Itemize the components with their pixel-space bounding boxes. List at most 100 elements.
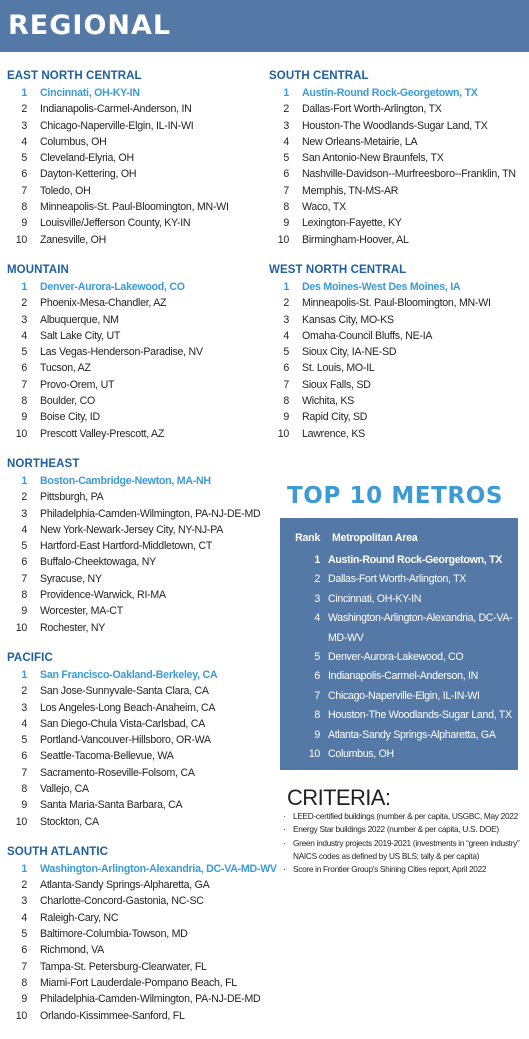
metro-name: Washington-Arlington-Alexandria, DC-VA-M… — [40, 862, 277, 875]
metro-name: Wichita, KS — [302, 395, 354, 408]
list-item: 10 Rochester, NY — [7, 620, 269, 636]
rank-number: 8 — [314, 709, 320, 722]
metro-name: Worcester, MA-CT — [40, 605, 123, 618]
list-item: 1 Denver-Aurora-Lakewood, CO — [7, 279, 269, 295]
list-item: 5 Sioux City, IA-NE-SD — [269, 344, 529, 360]
region-east-north-central: EAST NORTH CENTRAL 1 Cincinnati, OH-KY-IN… — [7, 69, 269, 248]
list-item: 2 San Jose-Sunnyvale-Santa Clara, CA — [7, 683, 269, 699]
metro-name: Minneapolis-St. Paul-Bloomington, MN-WI — [302, 297, 491, 310]
rank-number: 8 — [21, 589, 27, 602]
rank-number: 9 — [21, 799, 27, 812]
list-item: 3 Albuquerque, NM — [7, 312, 269, 328]
metro-name: Provo-Orem, UT — [40, 378, 115, 391]
list-item: 4 Omaha-Council Bluffs, NE-IA — [269, 328, 529, 344]
rank-number: 3 — [21, 119, 27, 132]
metro-name: Zanesville, OH — [40, 233, 106, 246]
rank-number: 6 — [283, 362, 289, 375]
metro-name: Salt Lake City, UT — [40, 329, 121, 342]
rank-number: 6 — [21, 168, 27, 181]
metro-name: Tampa-St. Petersburg-Clearwater, FL — [40, 960, 207, 973]
metro-name: Portland-Vancouver-Hillsboro, OR-WA — [40, 734, 211, 747]
metro-name: San Diego-Chula Vista-Carlsbad, CA — [40, 717, 206, 730]
table-row: 5 Denver-Aurora-Lakewood, CO — [280, 648, 518, 667]
region-title: EAST NORTH CENTRAL — [7, 70, 142, 82]
list-item: 4 Columbus, OH — [7, 134, 269, 150]
metro-name: Birmingham-Hoover, AL — [302, 233, 409, 246]
region-title: SOUTH CENTRAL — [269, 70, 369, 82]
rank-number: 10 — [308, 748, 320, 761]
metro-name: Rochester, NY — [40, 621, 106, 634]
rank-list: 1 Boston-Cambridge-Newton, MA-NH 2 Pittsbur… — [7, 473, 269, 636]
list-item: 4 New York-Newark-Jersey City, NY-NJ-PA — [7, 522, 269, 538]
list-item: 2 Atlanta-Sandy Springs-Alpharetta, GA — [7, 877, 269, 893]
rank-number: 10 — [277, 233, 290, 246]
list-item: 3 Chicago-Naperville-Elgin, IL-IN-WI — [7, 118, 269, 134]
list-item: 1 Austin-Round Rock-Georgetown, TX — [269, 85, 529, 101]
metro-name: Pittsburgh, PA — [40, 491, 104, 504]
metro-name: Orlando-Kissimmee-Sanford, FL — [40, 1009, 185, 1022]
rank-list: 1 Des Moines-West Des Moines, IA 2 Minneapo… — [269, 279, 529, 442]
metro-name: Cincinnati, OH-KY-IN — [40, 87, 140, 99]
rank-number: 5 — [21, 928, 27, 941]
metro-name: San Jose-Sunnyvale-Santa Clara, CA — [40, 685, 209, 698]
list-item: 7 Sioux Falls, SD — [269, 377, 529, 393]
table-row: 8 Houston-The Woodlands-Sugar Land, TX — [280, 706, 518, 725]
rank-list: 1 Denver-Aurora-Lakewood, CO 2 Phoenix-Mesa… — [7, 279, 269, 442]
list-item: 1 Des Moines-West Des Moines, IA — [269, 279, 529, 295]
list-item: 10 Prescott Valley-Prescott, AZ — [7, 426, 269, 442]
rank-number: 9 — [283, 411, 289, 424]
metro-name: Denver-Aurora-Lakewood, CO — [40, 280, 185, 293]
list-item: 6 St. Louis, MO-IL — [269, 360, 529, 376]
list-item: 4 Salt Lake City, UT — [7, 328, 269, 344]
list-item: 7 Provo-Orem, UT — [7, 377, 269, 393]
list-item: 5 Las Vegas-Henderson-Paradise, NV — [7, 344, 269, 360]
metro-name: Omaha-Council Bluffs, NE-IA — [302, 329, 433, 342]
rank-number: 6 — [21, 750, 27, 763]
rank-number: 5 — [21, 734, 27, 747]
rank-number: 7 — [21, 766, 27, 779]
list-item: 8 Wichita, KS — [269, 393, 529, 409]
metro-name: Minneapolis-St. Paul-Bloomington, MN-WI — [40, 201, 229, 214]
rank-number: 10 — [15, 1009, 28, 1022]
rank-number: 1 — [21, 668, 27, 681]
metro-name: San Francisco-Oakland-Berkeley, CA — [40, 668, 218, 681]
rank-number: 9 — [21, 605, 27, 618]
rank-number: 7 — [283, 378, 289, 391]
metro-name: Vallejo, CA — [40, 782, 89, 795]
metro-name: Miami-Fort Lauderdale-Pompano Beach, FL — [40, 976, 237, 989]
region-west-north-central: WEST NORTH CENTRAL 1 Des Moines-West Des … — [269, 263, 529, 442]
rank-number: 6 — [21, 362, 27, 375]
criteria-item: · LEED-certified buildings (number & per … — [283, 810, 521, 823]
list-item: 4 San Diego-Chula Vista-Carlsbad, CA — [7, 716, 269, 732]
rank-number: 2 — [21, 491, 27, 504]
list-item: 8 Miami-Fort Lauderdale-Pompano Beach, FL — [7, 975, 269, 991]
rank-number: 5 — [21, 152, 27, 165]
metro-name: Seattle-Tacoma-Bellevue, WA — [40, 750, 174, 763]
rank-number: 8 — [21, 201, 27, 214]
metro-name: Rapid City, SD — [302, 411, 368, 424]
rank-number: 10 — [277, 427, 290, 440]
criteria-list: · LEED-certified buildings (number & per … — [283, 810, 521, 876]
list-item: 5 Cleveland-Elyria, OH — [7, 150, 269, 166]
bullet: · — [283, 864, 286, 875]
rank-number: 1 — [21, 862, 27, 875]
rank-number: 1 — [21, 280, 27, 293]
table-row: 1 Austin-Round Rock-Georgetown, TX — [280, 551, 518, 570]
list-item: 10 Lawrence, KS — [269, 426, 529, 442]
criteria-item: · Energy Star buildings 2022 (number & pe… — [283, 823, 521, 836]
table-row: 3 Cincinnati, OH-KY-IN — [280, 590, 518, 609]
region-mountain: MOUNTAIN 1 Denver-Aurora-Lakewood, CO 2 Pho… — [7, 263, 269, 442]
bullet: · — [283, 811, 286, 821]
bullet: · — [283, 837, 286, 848]
rank-number: 7 — [314, 689, 320, 702]
metro-name: Chicago-Naperville-Elgin, IL-IN-WI — [328, 689, 480, 702]
list-item: 9 Worcester, MA-CT — [7, 603, 269, 619]
list-item: 6 Buffalo-Cheektowaga, NY — [7, 554, 269, 570]
list-item: 7 Syracuse, NY — [7, 571, 269, 587]
rank-list: 1 Cincinnati, OH-KY-IN 2 Indianapolis-Carme… — [7, 85, 269, 248]
metro-name: Tucson, AZ — [40, 362, 91, 375]
criteria-text: LEED-certified buildings (number & per c… — [293, 811, 518, 821]
criteria-text: Score in Frontier Group's Shining Cities… — [293, 864, 487, 875]
left-column: EAST NORTH CENTRAL 1 Cincinnati, OH-KY-IN… — [7, 69, 277, 1039]
metro-name: Boulder, CO — [40, 395, 95, 408]
